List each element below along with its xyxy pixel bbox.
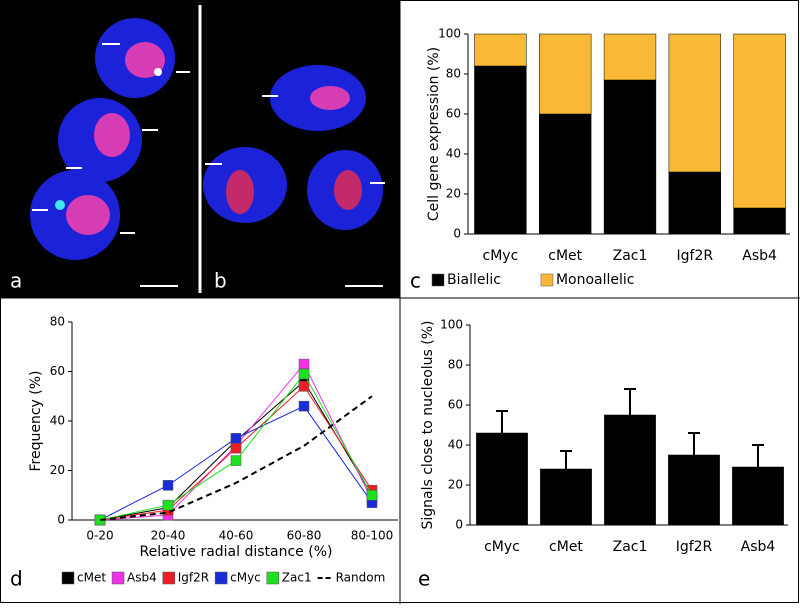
error-bar xyxy=(752,444,764,467)
y-tick-label: 0 xyxy=(455,518,463,532)
x-tick-label: cMyc xyxy=(483,248,519,264)
bar xyxy=(733,207,786,235)
nuclei-a xyxy=(30,18,175,260)
y-tick-label: 80 xyxy=(50,315,65,329)
legend-swatch xyxy=(162,571,176,585)
bar xyxy=(540,468,592,526)
arrows xyxy=(32,43,385,287)
bar xyxy=(603,33,657,81)
y-tick-label: 80 xyxy=(448,358,463,372)
line xyxy=(99,395,373,521)
bar xyxy=(668,33,721,173)
bar xyxy=(668,454,720,526)
y-tick-label: 60 xyxy=(50,364,65,378)
legend-label: Random xyxy=(336,571,386,585)
legend-label: cMet xyxy=(77,571,106,585)
y-tick-label: 40 xyxy=(446,147,461,161)
x-tick-label: Zac1 xyxy=(613,248,648,264)
x-tick-label: 0-20 xyxy=(86,529,113,543)
y-tick-label: 40 xyxy=(448,438,463,452)
bar xyxy=(474,65,527,235)
y-axis-label: Frequency (%) xyxy=(28,370,44,471)
bar xyxy=(668,171,721,235)
x-tick-label: Zac1 xyxy=(613,539,648,555)
x-tick-label: Igf2R xyxy=(677,248,714,264)
y-tick-label: 0 xyxy=(453,227,461,241)
bar xyxy=(474,33,527,67)
marker xyxy=(298,400,310,412)
y-tick-label: 60 xyxy=(446,107,461,121)
error-bar xyxy=(688,432,700,455)
legend-swatch xyxy=(431,273,445,287)
bar xyxy=(476,432,528,526)
panel-label: b xyxy=(214,269,227,293)
error-bar xyxy=(496,410,508,433)
panel-label: d xyxy=(10,567,23,591)
error-bar xyxy=(560,450,572,469)
marker xyxy=(298,368,310,380)
legend-swatch xyxy=(266,571,280,585)
x-tick-label: Asb4 xyxy=(742,248,777,264)
legend-swatch xyxy=(540,273,554,287)
y-tick-label: 20 xyxy=(448,478,463,492)
legend-label: Monoallelic xyxy=(556,272,635,288)
legend-swatch xyxy=(214,571,228,585)
nuclei-b xyxy=(203,65,383,230)
x-tick-label: 80-100 xyxy=(351,529,394,543)
marker xyxy=(230,433,242,444)
y-tick-label: 40 xyxy=(50,414,65,428)
error-bar xyxy=(624,388,636,415)
x-tick-label: Asb4 xyxy=(741,539,776,555)
x-tick-label: cMet xyxy=(549,539,583,555)
x-axis-label: Relative radial distance (%) xyxy=(140,544,333,560)
bar xyxy=(604,414,656,526)
marker xyxy=(162,499,174,511)
legend-swatch xyxy=(61,571,75,585)
x-tick-label: Igf2R xyxy=(676,539,713,555)
marker xyxy=(230,442,242,454)
panel-label: a xyxy=(10,269,22,293)
bar xyxy=(603,79,657,235)
y-axis-label: Cell gene expression (%) xyxy=(426,47,442,221)
x-tick-label: cMyc xyxy=(484,539,520,555)
legend-label: Asb4 xyxy=(127,571,157,585)
legend-label: cMyc xyxy=(230,571,261,585)
y-tick-label: 100 xyxy=(440,318,463,332)
marker xyxy=(162,480,174,491)
x-tick-label: 60-80 xyxy=(287,529,322,543)
bar xyxy=(539,33,592,115)
marker xyxy=(230,455,242,466)
y-tick-label: 80 xyxy=(446,67,461,81)
marker xyxy=(298,358,310,370)
y-tick-label: 20 xyxy=(50,463,65,477)
y-tick-label: 20 xyxy=(446,187,461,201)
x-tick-label: 40-60 xyxy=(219,529,254,543)
x-tick-label: cMet xyxy=(548,248,582,264)
legend-label: Zac1 xyxy=(282,571,312,585)
legend-label: Igf2R xyxy=(178,571,209,585)
marker xyxy=(366,490,378,501)
marker xyxy=(298,381,310,392)
panel-label: e xyxy=(418,567,430,591)
legend-swatch xyxy=(111,571,125,585)
bar xyxy=(732,466,784,526)
y-tick-label: 100 xyxy=(438,27,461,41)
y-tick-label: 60 xyxy=(448,398,463,412)
y-axis-label: Signals close to nucleolus (%) xyxy=(420,320,436,529)
x-tick-label: 20-40 xyxy=(151,529,186,543)
bar xyxy=(733,33,786,209)
bar xyxy=(539,113,592,235)
y-tick-label: 0 xyxy=(57,513,65,527)
panel-label: c xyxy=(410,269,421,293)
legend-label: Biallelic xyxy=(447,272,501,288)
